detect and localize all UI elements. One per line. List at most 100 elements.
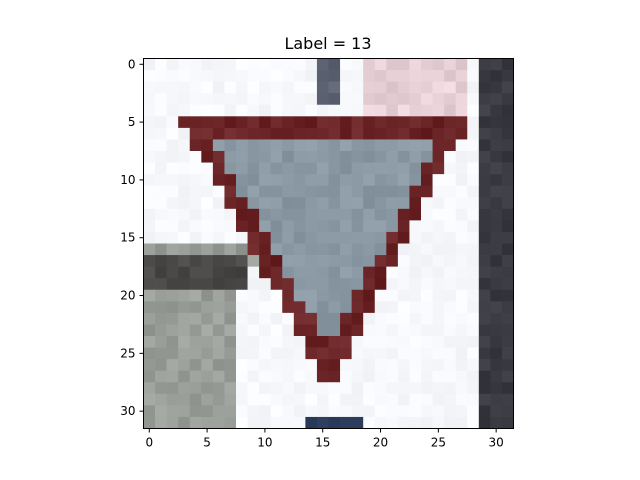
image-pixel bbox=[270, 58, 283, 71]
image-pixel bbox=[189, 393, 202, 406]
image-pixel bbox=[363, 301, 376, 314]
image-pixel bbox=[155, 185, 167, 198]
image-pixel bbox=[455, 208, 468, 221]
image-pixel bbox=[178, 185, 191, 198]
y-tick-label: 0 bbox=[128, 57, 136, 71]
image-pixel bbox=[259, 58, 272, 71]
image-pixel bbox=[178, 197, 191, 210]
image-pixel bbox=[490, 151, 503, 163]
image-pixel bbox=[166, 370, 179, 383]
image-pixel bbox=[316, 220, 329, 233]
image-pixel bbox=[432, 174, 445, 187]
axes-frame bbox=[143, 58, 514, 429]
image-pixel bbox=[155, 393, 167, 406]
image-pixel bbox=[201, 255, 214, 267]
image-pixel bbox=[293, 162, 306, 175]
image-pixel bbox=[432, 220, 445, 233]
image-pixel bbox=[236, 116, 248, 129]
image-pixel bbox=[501, 162, 514, 175]
image-pixel bbox=[166, 301, 179, 314]
image-pixel bbox=[178, 70, 191, 82]
image-pixel bbox=[178, 278, 191, 291]
image-pixel bbox=[363, 336, 376, 348]
image-pixel bbox=[305, 197, 318, 210]
image-pixel bbox=[247, 359, 260, 372]
image-pixel bbox=[374, 93, 387, 106]
image-pixel bbox=[490, 255, 503, 267]
y-tick-label: 15 bbox=[120, 231, 135, 245]
image-pixel bbox=[432, 185, 445, 198]
image-pixel bbox=[340, 393, 352, 406]
image-pixel bbox=[282, 104, 295, 117]
image-pixel bbox=[282, 151, 295, 163]
image-pixel bbox=[236, 104, 248, 117]
image-pixel bbox=[397, 116, 410, 129]
image-pixel bbox=[259, 405, 272, 418]
y-tick-label: 25 bbox=[120, 346, 135, 360]
image-pixel bbox=[212, 185, 225, 198]
image-pixel bbox=[351, 220, 364, 233]
image-pixel bbox=[236, 278, 248, 291]
image-pixel bbox=[386, 185, 399, 198]
image-pixel bbox=[363, 393, 376, 406]
image-pixel bbox=[282, 266, 295, 279]
image-pixel bbox=[282, 370, 295, 383]
image-pixel bbox=[490, 289, 503, 302]
image-pixel bbox=[212, 312, 225, 325]
image-pixel bbox=[316, 266, 329, 279]
image-pixel bbox=[490, 70, 503, 82]
image-pixel bbox=[236, 70, 248, 82]
image-pixel bbox=[501, 151, 514, 163]
image-pixel bbox=[363, 289, 376, 302]
image-pixel bbox=[351, 93, 364, 106]
image-pixel bbox=[178, 266, 191, 279]
image-pixel bbox=[467, 289, 480, 302]
image-pixel bbox=[316, 104, 329, 117]
image-pixel bbox=[201, 116, 214, 129]
image-pixel bbox=[189, 347, 202, 360]
image-pixel bbox=[455, 104, 468, 117]
image-pixel bbox=[282, 185, 295, 198]
image-pixel bbox=[282, 162, 295, 175]
image-pixel bbox=[305, 347, 318, 360]
image-pixel bbox=[455, 266, 468, 279]
image-pixel bbox=[293, 104, 306, 117]
image-pixel bbox=[247, 93, 260, 106]
image-pixel bbox=[282, 312, 295, 325]
image-pixel bbox=[501, 93, 514, 106]
image-pixel bbox=[490, 104, 503, 117]
y-tick-label: 5 bbox=[128, 115, 136, 129]
image-pixel bbox=[166, 208, 179, 221]
image-pixel bbox=[328, 104, 341, 117]
image-pixel bbox=[305, 243, 318, 256]
image-pixel bbox=[282, 174, 295, 187]
image-pixel bbox=[270, 243, 283, 256]
image-pixel bbox=[328, 336, 341, 348]
image-pixel bbox=[351, 278, 364, 291]
image-pixel bbox=[155, 370, 167, 383]
image-pixel bbox=[178, 382, 191, 395]
image-pixel bbox=[421, 382, 433, 395]
image-pixel bbox=[178, 359, 191, 372]
image-pixel bbox=[247, 197, 260, 210]
image-pixel bbox=[259, 266, 272, 279]
image-pixel bbox=[155, 139, 167, 152]
image-pixel bbox=[351, 81, 364, 94]
image-pixel bbox=[386, 58, 399, 71]
image-pixel bbox=[270, 70, 283, 82]
image-pixel bbox=[340, 58, 352, 71]
image-pixel bbox=[374, 104, 387, 117]
image-pixel bbox=[455, 162, 468, 175]
image-pixel bbox=[478, 416, 491, 429]
image-pixel bbox=[316, 243, 329, 256]
image-pixel bbox=[467, 382, 480, 395]
image-pixel bbox=[293, 301, 306, 314]
image-pixel bbox=[397, 231, 410, 244]
image-pixel bbox=[478, 139, 491, 152]
image-pixel bbox=[455, 278, 468, 291]
image-pixel bbox=[316, 127, 329, 140]
image-pixel bbox=[455, 231, 468, 244]
image-pixel bbox=[316, 359, 329, 372]
image-pixel bbox=[166, 347, 179, 360]
image-pixel bbox=[178, 174, 191, 187]
